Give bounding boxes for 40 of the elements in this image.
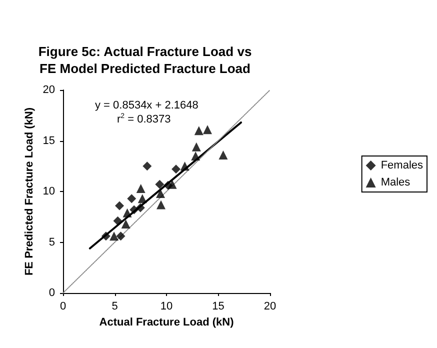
- point: [138, 194, 147, 204]
- point: [115, 201, 124, 210]
- y-tick-label: 20: [42, 84, 55, 96]
- point: [136, 184, 146, 193]
- point: [116, 232, 126, 241]
- point: [136, 203, 145, 212]
- point: [101, 232, 110, 241]
- x-tick-label: 15: [212, 300, 224, 312]
- point: [156, 200, 166, 210]
- point: [127, 194, 136, 204]
- legend-label: Males: [380, 176, 411, 188]
- y-tick-label: 0: [48, 287, 55, 299]
- point: [130, 205, 139, 214]
- x-axis-title: Actual Fracture Load (kN): [99, 316, 234, 328]
- point: [218, 150, 228, 160]
- x-tick-label: 0: [60, 300, 66, 312]
- point: [155, 180, 164, 189]
- point: [180, 162, 190, 171]
- annotation: y = 0.8534x + 2.1648: [95, 100, 198, 112]
- x-tick-label: 5: [112, 300, 118, 312]
- point: [110, 232, 119, 241]
- point: [194, 126, 204, 136]
- y-tick-label: 15: [42, 134, 55, 147]
- point: [172, 164, 181, 174]
- y-tick-label: 10: [42, 186, 55, 198]
- x-tick-label: 20: [264, 300, 276, 312]
- point: [142, 162, 152, 171]
- x-tick-label: 10: [160, 300, 173, 312]
- y-axis-title: FE Predicted Fracture Load (kN): [24, 107, 36, 276]
- chart-title: Figure 5c: Actual Fracture Load vs FE Model Predicted Fracture Load: [38, 44, 252, 76]
- point: [156, 189, 165, 198]
- point: [113, 216, 122, 226]
- point: [192, 142, 201, 152]
- point: [191, 151, 200, 160]
- point: [122, 208, 132, 218]
- point: [202, 125, 212, 134]
- point: [164, 180, 173, 190]
- legend-label: Females: [380, 160, 424, 172]
- y-tick-label: 5: [48, 236, 55, 248]
- point: [121, 219, 130, 228]
